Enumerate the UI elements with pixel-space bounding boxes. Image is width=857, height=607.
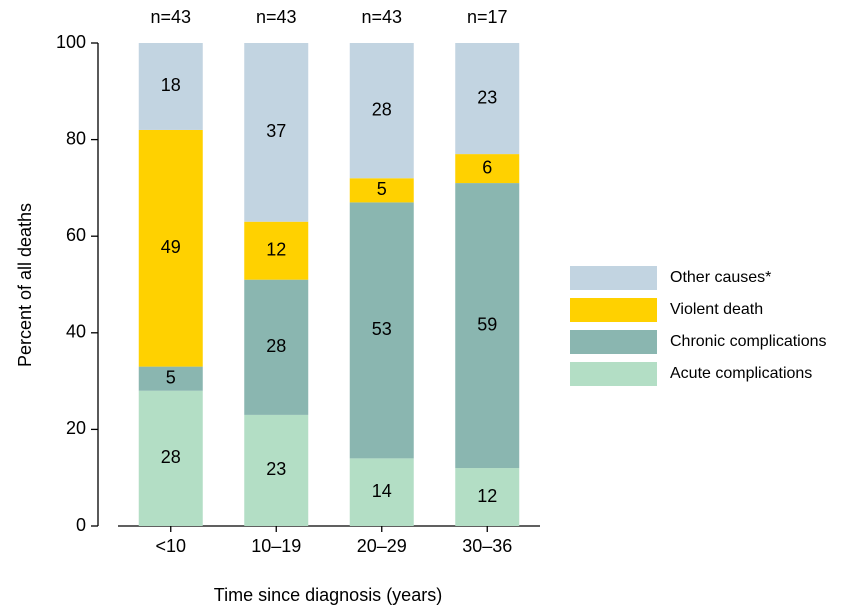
- y-tick-label: 0: [76, 515, 86, 535]
- bar-segment: [455, 43, 520, 155]
- bar-segment: [349, 458, 414, 526]
- bar-annotation: n=43: [150, 7, 191, 27]
- data-label: 23: [266, 459, 286, 479]
- legend-label: Acute complications: [670, 365, 812, 382]
- bar-segment: [138, 129, 203, 367]
- data-label: 37: [266, 121, 286, 141]
- legend-swatch: [570, 298, 657, 322]
- bar-segment: [138, 390, 203, 526]
- bar-annotation: n=43: [361, 7, 402, 27]
- y-tick-label: 60: [66, 225, 86, 245]
- legend-swatch: [570, 330, 657, 354]
- bar-segment: [455, 154, 520, 184]
- data-label: 6: [482, 157, 492, 177]
- data-label: 5: [377, 179, 387, 199]
- data-label: 14: [372, 481, 392, 501]
- bar-annotation: n=43: [256, 7, 297, 27]
- y-tick-label: 20: [66, 418, 86, 438]
- bar-segment: [455, 183, 520, 469]
- bar-segment: [244, 279, 309, 415]
- bar-segment: [349, 178, 414, 203]
- y-tick-label: 40: [66, 322, 86, 342]
- x-tick-label: 30–36: [462, 536, 512, 556]
- bar-segment: [138, 43, 203, 130]
- data-label: 53: [372, 319, 392, 339]
- data-label: 28: [372, 99, 392, 119]
- data-label: 18: [161, 75, 181, 95]
- y-tick-label: 100: [56, 32, 86, 52]
- x-axis-title: Time since diagnosis (years): [214, 585, 442, 605]
- data-label: 59: [477, 314, 497, 334]
- data-label: 12: [477, 486, 497, 506]
- bar-segment: [349, 202, 414, 459]
- y-axis-title: Percent of all deaths: [15, 203, 35, 367]
- data-label: 5: [166, 367, 176, 387]
- legend-label: Other causes*: [670, 269, 771, 286]
- y-tick-label: 80: [66, 128, 86, 148]
- bar-segment: [244, 43, 309, 222]
- legend-label: Chronic complications: [670, 333, 827, 350]
- data-label: 23: [477, 87, 497, 107]
- data-label: 12: [266, 239, 286, 259]
- legend-swatch: [570, 266, 657, 290]
- x-tick-label: 10–19: [251, 536, 301, 556]
- bar-segment: [244, 221, 309, 280]
- data-label: 28: [161, 447, 181, 467]
- bar-segment: [244, 414, 309, 526]
- bar-segment: [455, 468, 520, 526]
- legend-label: Violent death: [670, 301, 763, 318]
- bar-segment: [138, 366, 203, 391]
- legend-swatch: [570, 362, 657, 386]
- data-label: 28: [266, 336, 286, 356]
- bar-segment: [349, 43, 414, 179]
- data-label: 49: [161, 237, 181, 257]
- bar-annotation: n=17: [467, 7, 508, 27]
- x-tick-label: <10: [155, 536, 186, 556]
- x-tick-label: 20–29: [357, 536, 407, 556]
